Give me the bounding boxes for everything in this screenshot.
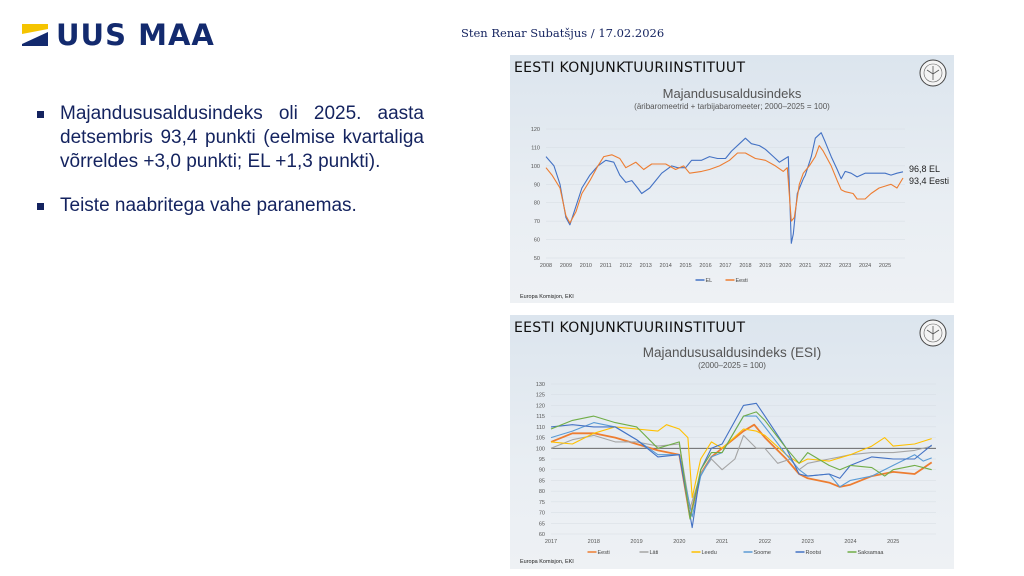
x-tick-label: 2014 bbox=[660, 263, 672, 269]
chart-eu-vs-estonia: EESTI KONJUNKTUURIINSTITUUT Majandususal… bbox=[510, 55, 954, 303]
x-tick-label: 2016 bbox=[699, 263, 711, 269]
y-tick-label: 125 bbox=[536, 393, 545, 399]
series-line-eesti bbox=[550, 423, 933, 518]
chart-title: Majandususaldusindeks bbox=[662, 86, 802, 101]
x-tick-label: 2021 bbox=[716, 539, 728, 545]
y-tick-label: 105 bbox=[536, 436, 545, 442]
bullet-item: Teiste naabritega vahe paranemas. bbox=[34, 194, 424, 218]
institute-title: EESTI KONJUNKTUURIINSTITUUT bbox=[514, 320, 746, 336]
x-tick-label: 2023 bbox=[802, 539, 814, 545]
legend-label: Eesti bbox=[598, 550, 610, 556]
legend-label: Rootsi bbox=[806, 550, 822, 556]
y-tick-label: 80 bbox=[534, 201, 540, 207]
x-tick-label: 2025 bbox=[887, 539, 899, 545]
y-tick-label: 75 bbox=[539, 500, 545, 506]
x-tick-label: 2012 bbox=[620, 263, 632, 269]
institute-seal-icon bbox=[919, 319, 947, 347]
y-tick-label: 65 bbox=[539, 521, 545, 527]
x-tick-label: 2025 bbox=[879, 263, 891, 269]
x-tick-label: 2017 bbox=[719, 263, 731, 269]
chart-plot: 50 60 70 80 90 100 110 120 2008 2009 2010 2011 2012 2… bbox=[531, 127, 949, 284]
bullet-list: Majandususaldusindeks oli 2025. aasta de… bbox=[34, 102, 424, 238]
x-tick-label: 2022 bbox=[759, 539, 771, 545]
logo-mark-icon bbox=[22, 24, 48, 46]
x-tick-label: 2017 bbox=[545, 539, 557, 545]
chart-title: Majandususaldusindeks (ESI) bbox=[642, 345, 822, 360]
series-line-el bbox=[545, 132, 904, 244]
x-tick-label: 2020 bbox=[673, 539, 685, 545]
x-tick-label: 2022 bbox=[819, 263, 831, 269]
legend-label: Saksamaa bbox=[858, 550, 885, 556]
x-tick-label: 2023 bbox=[839, 263, 851, 269]
legend-label: Eesti bbox=[736, 278, 748, 284]
series-line-leedu bbox=[550, 424, 932, 499]
legend-label: Läti bbox=[650, 550, 659, 556]
series-line-rootsi bbox=[550, 402, 933, 529]
uus-maa-logo: UUS MAA bbox=[22, 18, 215, 52]
y-tick-label: 100 bbox=[531, 164, 540, 170]
x-tick-label: 2008 bbox=[540, 263, 552, 269]
x-tick-label: 2011 bbox=[600, 263, 612, 269]
legend-label: Leedu bbox=[702, 550, 717, 556]
y-tick-label: 70 bbox=[534, 219, 540, 225]
institute-title: EESTI KONJUNKTUURIINSTITUUT bbox=[514, 60, 746, 76]
y-tick-label: 70 bbox=[539, 511, 545, 517]
legend-label: EL bbox=[706, 278, 713, 284]
y-tick-label: 115 bbox=[536, 414, 545, 420]
x-tick-label: 2013 bbox=[640, 263, 652, 269]
x-tick-label: 2021 bbox=[799, 263, 811, 269]
chart-esi-neighbours: EESTI KONJUNKTUURIINSTITUUT Majandususal… bbox=[510, 315, 954, 569]
chart-subtitle: (2000–2025 = 100) bbox=[698, 361, 766, 370]
y-tick-label: 110 bbox=[536, 425, 545, 431]
x-tick-label: 2009 bbox=[560, 263, 572, 269]
institute-seal-icon bbox=[919, 59, 947, 87]
y-tick-label: 60 bbox=[534, 238, 540, 244]
x-tick-label: 2019 bbox=[759, 263, 771, 269]
y-tick-label: 100 bbox=[536, 446, 545, 452]
y-tick-label: 120 bbox=[531, 127, 540, 133]
x-tick-label: 2020 bbox=[779, 263, 791, 269]
x-tick-label: 2024 bbox=[844, 539, 856, 545]
chart-source: Europa Komisjon, EKI bbox=[520, 294, 574, 300]
y-tick-label: 50 bbox=[534, 256, 540, 262]
y-tick-label: 120 bbox=[536, 403, 545, 409]
y-tick-label: 85 bbox=[539, 478, 545, 484]
x-tick-label: 2010 bbox=[580, 263, 592, 269]
y-tick-label: 95 bbox=[539, 457, 545, 463]
legend-label: Soome bbox=[754, 550, 771, 556]
series-line-eesti bbox=[545, 145, 904, 224]
series-line-saksamaa bbox=[550, 411, 932, 520]
x-tick-label: 2018 bbox=[739, 263, 751, 269]
x-tick-label: 2018 bbox=[588, 539, 600, 545]
bullet-item: Majandususaldusindeks oli 2025. aasta de… bbox=[34, 102, 424, 174]
y-tick-label: 130 bbox=[536, 382, 545, 388]
x-tick-label: 2019 bbox=[630, 539, 642, 545]
y-tick-label: 60 bbox=[539, 532, 545, 538]
series-line-läti bbox=[550, 434, 932, 509]
chart-plot: 60 65 70 75 80 85 90 95 100 105 110 115 120 125 130 201… bbox=[536, 382, 936, 556]
author-date: Sten Renar Subatšjus / 17.02.2026 bbox=[461, 26, 665, 40]
end-value-label: 93,4 Eesti bbox=[909, 176, 949, 186]
x-tick-label: 2015 bbox=[679, 263, 691, 269]
end-value-label: 96,8 EL bbox=[909, 164, 940, 174]
chart-subtitle: (äribaromeetrid + tarbijabaromeeter; 200… bbox=[634, 102, 830, 111]
x-tick-label: 2024 bbox=[859, 263, 871, 269]
y-tick-label: 90 bbox=[539, 468, 545, 474]
logo-text: UUS MAA bbox=[56, 18, 215, 52]
y-tick-label: 80 bbox=[539, 489, 545, 495]
y-tick-label: 110 bbox=[531, 145, 540, 151]
y-tick-label: 90 bbox=[534, 182, 540, 188]
chart-source: Europa Komisjon, EKI bbox=[520, 559, 574, 565]
